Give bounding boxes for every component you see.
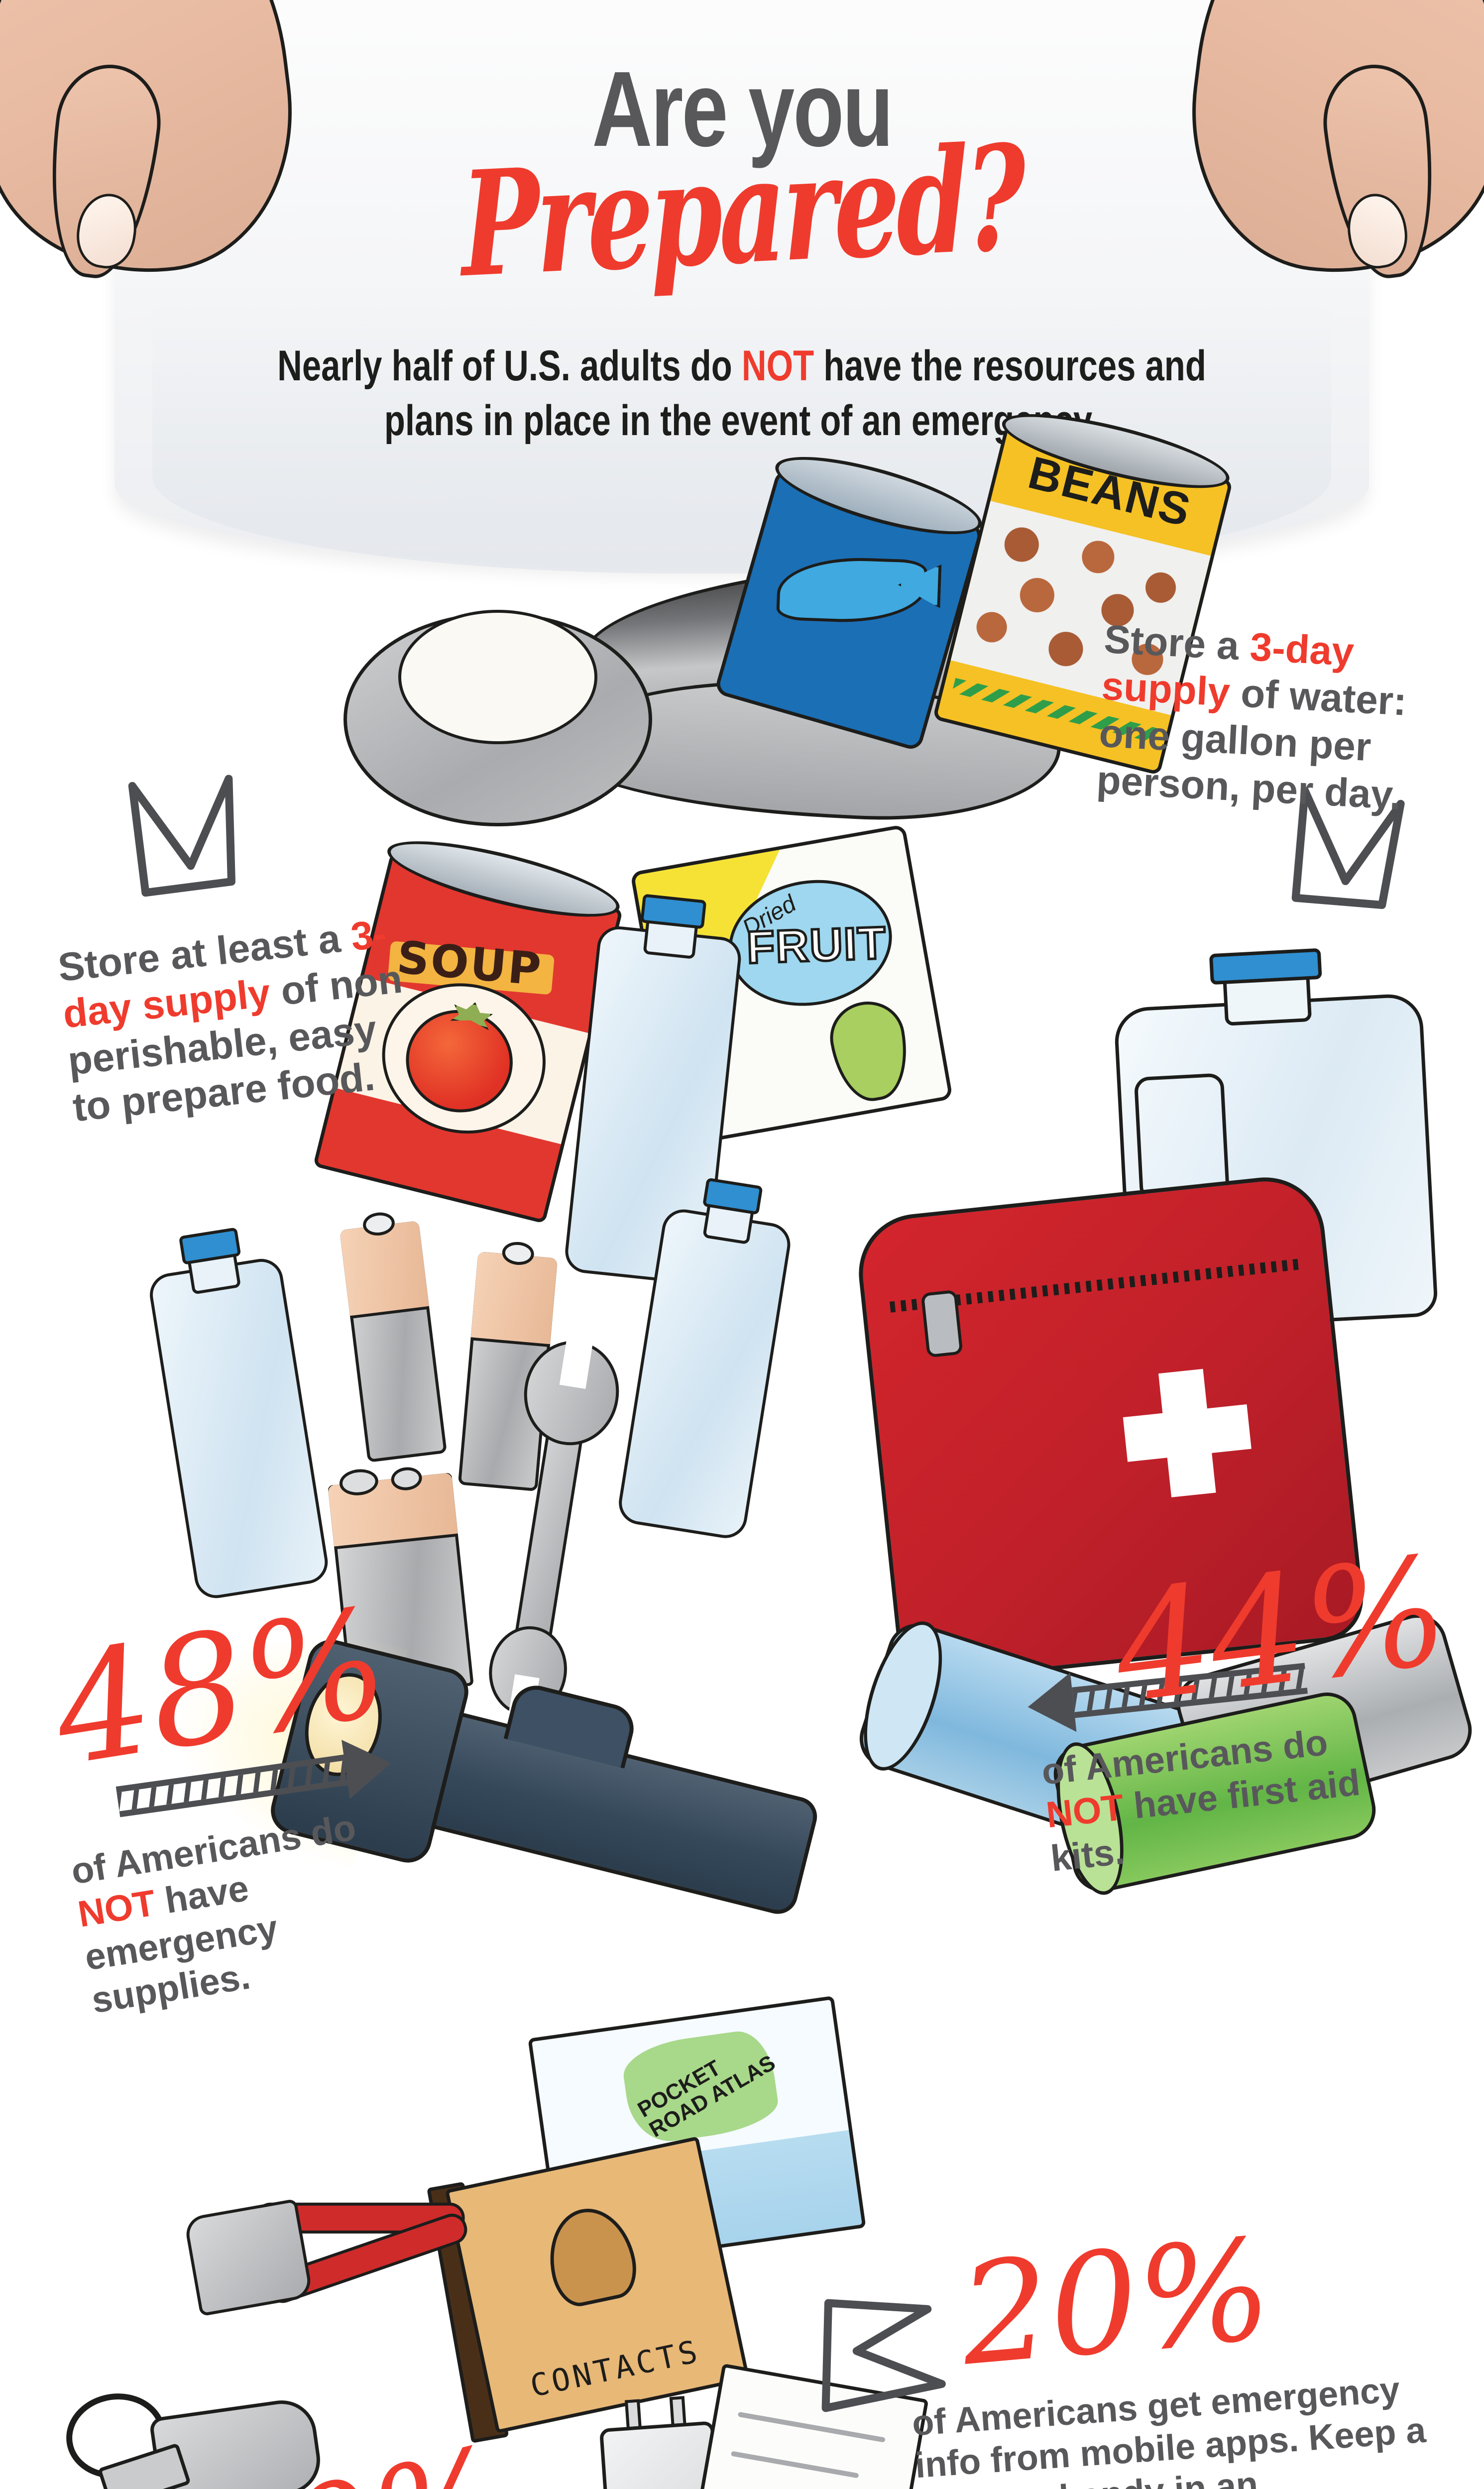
callout-water-part1: Store a [1103,616,1252,669]
water-bottle-illustration [142,1226,331,1601]
header-subhead: Nearly half of U.S. adults do NOT have t… [268,339,1216,448]
contacts-book-illustration: CONTACTS [427,2136,750,2443]
stat-44-emphasis: NOT [1044,1786,1126,1836]
stat-percent-20-mobile: 20% [954,2208,1277,2397]
subhead-emphasis: NOT [741,342,814,390]
page-title-line1: Are you [592,49,894,169]
arrow-down-food-icon [123,771,250,912]
battery-illustration [339,1211,448,1463]
subhead-part2: have the resources and plans in place in… [384,342,1206,445]
dried-fruit-label-big: FRUIT [745,916,889,975]
pliers-illustration [173,2115,471,2366]
stat-text-48: of Americans do NOT have emergency suppl… [68,1796,440,2022]
stat-percent-44: 44% [1106,1523,1457,1737]
subhead-part1: Nearly half of U.S. adults do [277,342,742,390]
arrow-down-water-icon [1283,786,1410,927]
stat-percent-48: 48% [43,1575,398,1800]
callout-water: Store a 3-day supply of water: one gallo… [1096,616,1454,822]
duct-tape-illustration [343,551,1076,830]
callout-food: Store at least a 3-day supply of non per… [56,908,422,1131]
arrow-up-right-mobile-icon [797,2265,956,2424]
